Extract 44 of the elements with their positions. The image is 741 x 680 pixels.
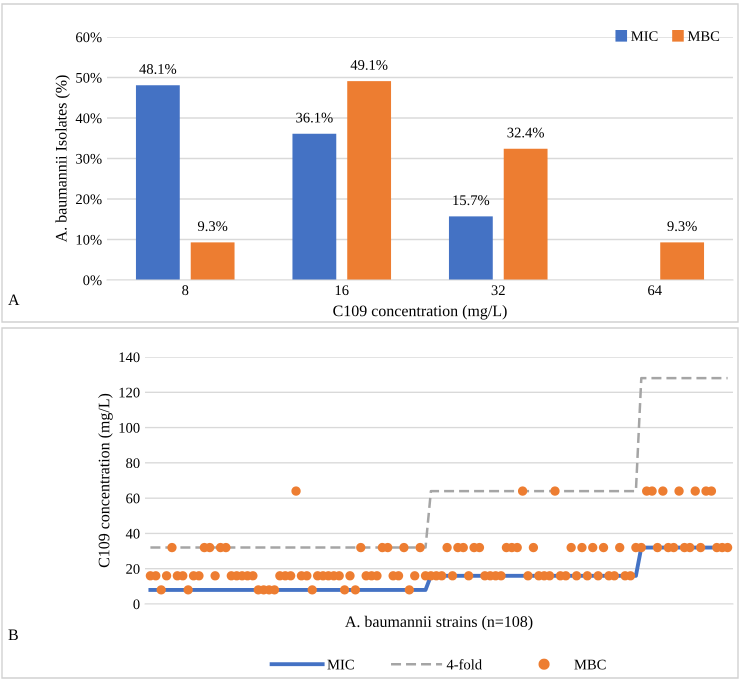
x-tick-label: 8 — [182, 285, 188, 296]
data-label: 36.1% — [296, 112, 333, 123]
y-tick-label: 20 — [126, 564, 140, 574]
bar — [448, 216, 493, 280]
x-axis-title: A. baumannii strains (n=108) — [345, 616, 532, 630]
x-axis-title: C109 concentration (mg/L) — [333, 305, 507, 320]
y-tick-label: 50% — [76, 72, 102, 83]
legend-label: 4-fold — [446, 659, 482, 670]
legend-label: MBC — [574, 660, 606, 670]
data-label: 9.3% — [667, 221, 697, 232]
y-tick-label: 80 — [126, 458, 140, 468]
y-tick-label: 60 — [126, 494, 140, 504]
y-tick-label: 60% — [76, 32, 102, 42]
y-tick-label: 0% — [83, 275, 102, 286]
x-tick-label: 16 — [336, 285, 349, 296]
bar — [136, 85, 180, 280]
y-tick-label: 20% — [76, 194, 102, 204]
y-axis-title: C109 concentration (mg/L) — [98, 394, 113, 568]
bar — [504, 148, 548, 280]
data-label: 48.1% — [139, 64, 176, 74]
y-tick-label: 40% — [76, 113, 102, 124]
bar — [660, 242, 704, 280]
legend-label: MIC — [631, 31, 658, 42]
bar — [292, 134, 336, 280]
bar — [347, 81, 392, 280]
y-tick-label: 100 — [120, 422, 140, 433]
data-label: 9.3% — [198, 221, 228, 232]
text: B — [8, 630, 18, 640]
x-tick-label: 32 — [492, 285, 505, 296]
y-axis-title: A. baumannii Isolates (%) — [55, 75, 70, 242]
y-tick-label: 120 — [120, 388, 140, 398]
data-label: 49.1% — [350, 60, 388, 70]
legend-label: MIC — [327, 660, 354, 670]
y-tick-label: 0 — [133, 599, 140, 610]
y-tick-label: 140 — [120, 352, 140, 362]
bar — [190, 242, 235, 280]
y-tick-label: 10% — [76, 234, 102, 245]
data-label: 32.4% — [508, 128, 544, 138]
data-label: 15.7% — [453, 195, 490, 206]
text: A — [8, 294, 20, 305]
y-tick-label: 30% — [76, 154, 102, 164]
legend-label: MBC — [688, 31, 720, 42]
y-tick-label: 40 — [126, 528, 140, 539]
x-tick-label: 64 — [648, 285, 662, 296]
